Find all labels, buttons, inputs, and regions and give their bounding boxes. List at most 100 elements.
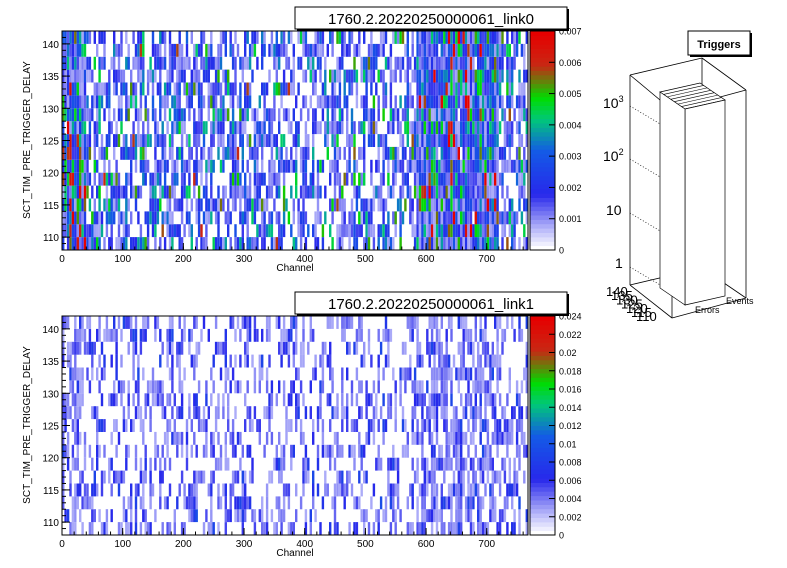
x-tick-label: 200 bbox=[175, 254, 192, 265]
heatmap-cell bbox=[302, 43, 305, 57]
heatmap-cell bbox=[469, 159, 473, 173]
heatmap-cell bbox=[491, 470, 494, 484]
heatmap-cell bbox=[450, 198, 453, 212]
heatmap-cell bbox=[423, 43, 426, 57]
heatmap-cell bbox=[142, 134, 145, 147]
heatmap-cell bbox=[307, 185, 310, 199]
heatmap-cell bbox=[79, 237, 82, 250]
y-tick-label: 130 bbox=[42, 104, 59, 115]
heatmap-cell bbox=[316, 444, 320, 458]
heatmap-cell bbox=[472, 43, 475, 57]
heatmap-cell bbox=[365, 211, 368, 225]
heatmap-cell bbox=[404, 198, 407, 212]
heatmap-cell bbox=[440, 56, 443, 70]
heatmap-cell bbox=[455, 367, 458, 381]
colorbar-segment bbox=[530, 495, 555, 501]
heatmap-cell bbox=[469, 483, 473, 497]
heatmap-cell bbox=[229, 146, 232, 160]
heatmap-cell bbox=[222, 95, 225, 109]
heatmap-cell bbox=[278, 457, 281, 471]
heatmap-cell bbox=[239, 108, 242, 122]
heatmap-cell bbox=[511, 159, 514, 173]
heatmap-cell bbox=[253, 198, 257, 212]
heatmap-cell bbox=[477, 341, 480, 355]
heatmap-cell bbox=[477, 146, 480, 160]
heatmap-cell bbox=[113, 316, 116, 329]
heatmap-cell bbox=[282, 457, 286, 471]
heatmap-cell bbox=[120, 380, 123, 394]
heatmap-cell bbox=[125, 185, 128, 199]
heatmap-cell bbox=[464, 406, 468, 420]
heatmap-cell bbox=[173, 185, 176, 199]
heatmap-cell bbox=[377, 146, 380, 160]
heatmap-cell bbox=[506, 419, 509, 432]
heatmap-cell bbox=[74, 483, 77, 497]
heatmap-cell bbox=[122, 69, 126, 83]
heatmap-cell bbox=[333, 198, 337, 212]
heatmap-cell bbox=[452, 159, 456, 173]
heatmap-cell bbox=[171, 328, 174, 342]
heatmap-cell bbox=[467, 108, 470, 122]
heatmap-cell bbox=[486, 380, 490, 394]
heatmap-cell bbox=[443, 56, 446, 70]
heatmap-cell bbox=[341, 367, 344, 381]
heatmap-cell bbox=[452, 237, 456, 250]
heatmap-cell bbox=[217, 224, 220, 238]
heatmap-cell bbox=[79, 121, 82, 135]
heatmap-cell bbox=[113, 31, 116, 44]
heatmap-cell bbox=[76, 159, 79, 173]
heatmap-cell bbox=[445, 56, 448, 70]
heatmap-cell bbox=[428, 56, 431, 70]
heatmap-cell bbox=[494, 69, 497, 83]
heatmap-cell bbox=[358, 431, 361, 445]
heatmap-cell bbox=[139, 185, 143, 199]
heatmap-cell bbox=[219, 56, 223, 70]
heatmap-cell bbox=[462, 211, 465, 225]
heatmap-cell bbox=[350, 172, 354, 186]
heatmap-cell bbox=[494, 146, 497, 160]
heatmap-cell bbox=[481, 470, 485, 484]
heatmap-cell bbox=[416, 31, 419, 44]
heatmap-cell bbox=[142, 496, 145, 510]
heatmap-cell bbox=[474, 237, 477, 250]
heatmap-cell bbox=[358, 224, 361, 238]
heatmap-cell bbox=[409, 146, 412, 160]
heatmap-cell bbox=[346, 159, 349, 173]
heatmap-cell bbox=[450, 43, 453, 57]
heatmap-cell bbox=[200, 470, 203, 484]
heatmap-cell bbox=[447, 56, 451, 70]
heatmap-cell bbox=[472, 95, 475, 109]
heatmap-cell bbox=[440, 483, 443, 497]
heatmap-cell bbox=[205, 198, 208, 212]
heatmap-cell bbox=[285, 146, 288, 160]
heatmap-cell bbox=[314, 82, 317, 96]
heatmap-cell bbox=[161, 185, 164, 199]
heatmap-cell bbox=[343, 146, 346, 160]
heatmap-cell bbox=[438, 457, 441, 471]
heatmap-cell bbox=[207, 328, 210, 342]
heatmap-cell bbox=[382, 43, 385, 57]
heatmap-cell bbox=[319, 69, 322, 83]
heatmap-cell bbox=[370, 31, 373, 44]
heatmap-cell bbox=[421, 95, 424, 109]
heatmap-cell bbox=[525, 121, 528, 135]
heatmap-cell bbox=[287, 31, 291, 44]
heatmap-cell bbox=[168, 419, 172, 432]
heatmap-cell bbox=[484, 522, 487, 535]
heatmap-cell bbox=[110, 198, 113, 212]
heatmap-cell bbox=[163, 211, 167, 225]
heatmap-cell bbox=[113, 172, 116, 186]
colorbar-segment bbox=[530, 210, 555, 216]
heatmap-cell bbox=[88, 496, 92, 510]
heatmap-cell bbox=[130, 82, 133, 96]
heatmap-cell bbox=[438, 354, 441, 368]
heatmap-cell bbox=[472, 121, 475, 135]
heatmap-cell bbox=[513, 56, 516, 70]
heatmap-cell bbox=[472, 56, 475, 70]
heatmap-cell bbox=[418, 134, 422, 147]
heatmap-cell bbox=[430, 172, 434, 186]
heatmap-cell bbox=[469, 393, 473, 407]
heatmap-cell bbox=[76, 496, 79, 510]
heatmap-cell bbox=[108, 328, 111, 342]
heatmap-cell bbox=[76, 211, 79, 225]
